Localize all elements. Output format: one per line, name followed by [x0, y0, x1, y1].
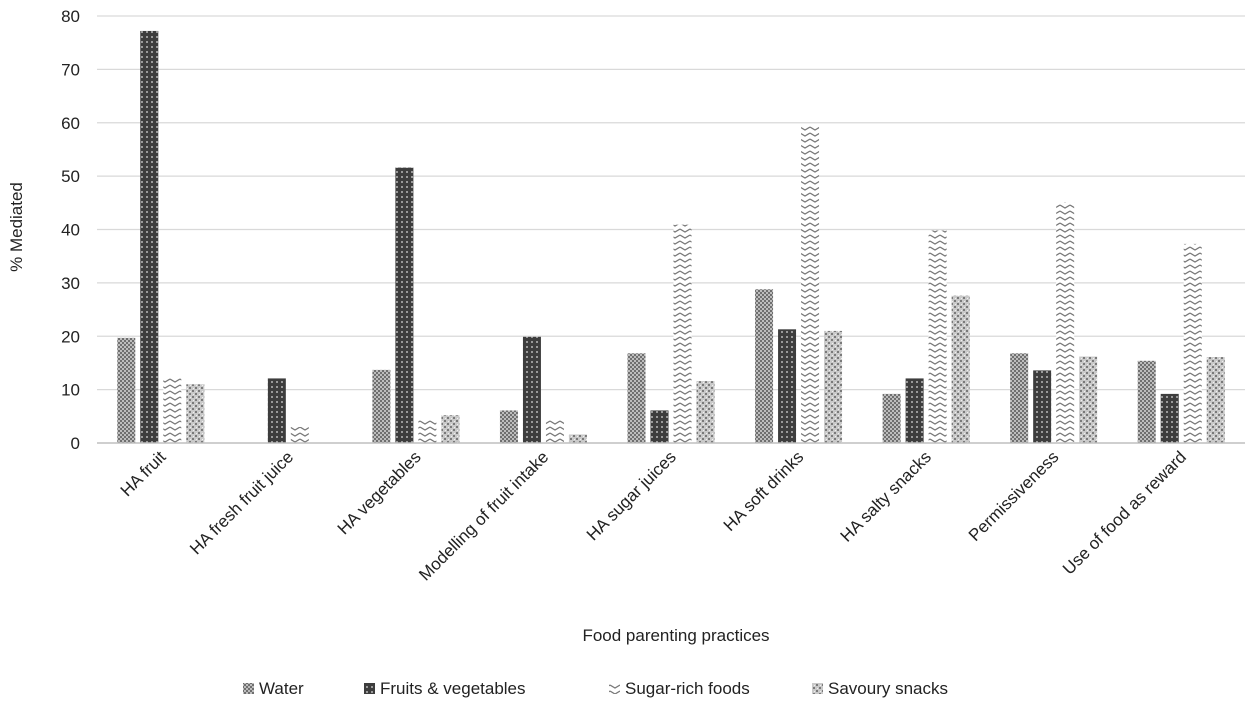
bar-water-5 [755, 289, 774, 443]
bar-savoury-4 [696, 381, 715, 443]
bar-savoury-5 [824, 330, 843, 443]
bar-savoury-3 [568, 434, 587, 443]
bar-fruitveg-3 [522, 336, 541, 443]
bar-savoury-0 [186, 384, 205, 443]
bar-water-3 [499, 410, 518, 443]
bar-water-8 [1137, 360, 1156, 443]
bar-sugar-5 [801, 126, 820, 443]
legend-label-sugar: Sugar-rich foods [625, 679, 750, 698]
bar-sugar-3 [545, 420, 564, 443]
y-axis-ticks: 0 10 20 30 40 50 60 70 80 [61, 7, 80, 453]
x-category-label: HA soft drinks [720, 447, 808, 535]
bar-sugar-2 [418, 419, 437, 443]
bar-sugar-1 [290, 426, 309, 443]
bar-savoury-2 [441, 415, 460, 443]
y-axis-title: % Mediated [7, 182, 26, 272]
y-tick-label: 70 [61, 60, 80, 79]
x-axis-categories: HA fruit HA fresh fruit juice HA vegetable… [117, 447, 1190, 584]
bar-sugar-4 [673, 224, 692, 443]
legend-swatch-water [243, 683, 254, 694]
y-tick-label: 20 [61, 327, 80, 346]
bar-fruitveg-1 [267, 378, 286, 443]
legend-swatch-fruitveg [364, 683, 375, 694]
legend-swatch-sugar [609, 683, 620, 694]
bar-water-6 [882, 393, 901, 443]
y-tick-label: 50 [61, 167, 80, 186]
x-category-label: Permissiveness [965, 447, 1063, 545]
bar-water-2 [372, 369, 391, 443]
bar-fruitveg-5 [778, 329, 797, 443]
legend-label-water: Water [259, 679, 304, 698]
bar-fruitveg-0 [140, 30, 159, 443]
x-category-label: HA vegetables [334, 447, 425, 538]
y-tick-label: 30 [61, 274, 80, 293]
x-category-label: Use of food as reward [1059, 447, 1190, 578]
x-category-label: HA fruit [117, 447, 170, 500]
bar-savoury-7 [1079, 356, 1098, 443]
legend: Water Fruits & vegetables Sugar-rich foods… [243, 679, 948, 698]
bar-sugar-6 [928, 230, 947, 443]
bar-water-7 [1010, 353, 1029, 443]
bar-sugar-7 [1056, 202, 1075, 443]
legend-label-savoury: Savoury snacks [828, 679, 948, 698]
bar-water-4 [627, 353, 646, 443]
bar-fruitveg-6 [905, 378, 924, 443]
x-category-label: HA sugar juices [583, 447, 680, 544]
y-tick-label: 60 [61, 114, 80, 133]
x-category-label: HA salty snacks [837, 447, 935, 545]
x-category-label: Modelling of fruit intake [415, 447, 552, 584]
bar-fruitveg-8 [1160, 393, 1179, 443]
bar-water-0 [117, 337, 136, 443]
bar-fruitveg-4 [650, 410, 669, 443]
y-tick-label: 0 [71, 434, 80, 453]
x-axis-title: Food parenting practices [582, 626, 769, 645]
bars [117, 30, 1225, 443]
legend-swatch-savoury [812, 683, 823, 694]
bar-savoury-6 [951, 295, 970, 443]
legend-label-fruitveg: Fruits & vegetables [380, 679, 526, 698]
bar-savoury-8 [1206, 357, 1225, 443]
bar-fruitveg-7 [1033, 370, 1052, 443]
gridlines [97, 15, 1245, 391]
y-tick-label: 80 [61, 7, 80, 26]
bar-fruitveg-2 [395, 167, 414, 443]
bar-sugar-8 [1183, 243, 1202, 443]
bar-sugar-0 [163, 377, 182, 443]
y-tick-label: 10 [61, 381, 80, 400]
y-tick-label: 40 [61, 221, 80, 240]
x-category-label: HA fresh fruit juice [186, 447, 297, 558]
